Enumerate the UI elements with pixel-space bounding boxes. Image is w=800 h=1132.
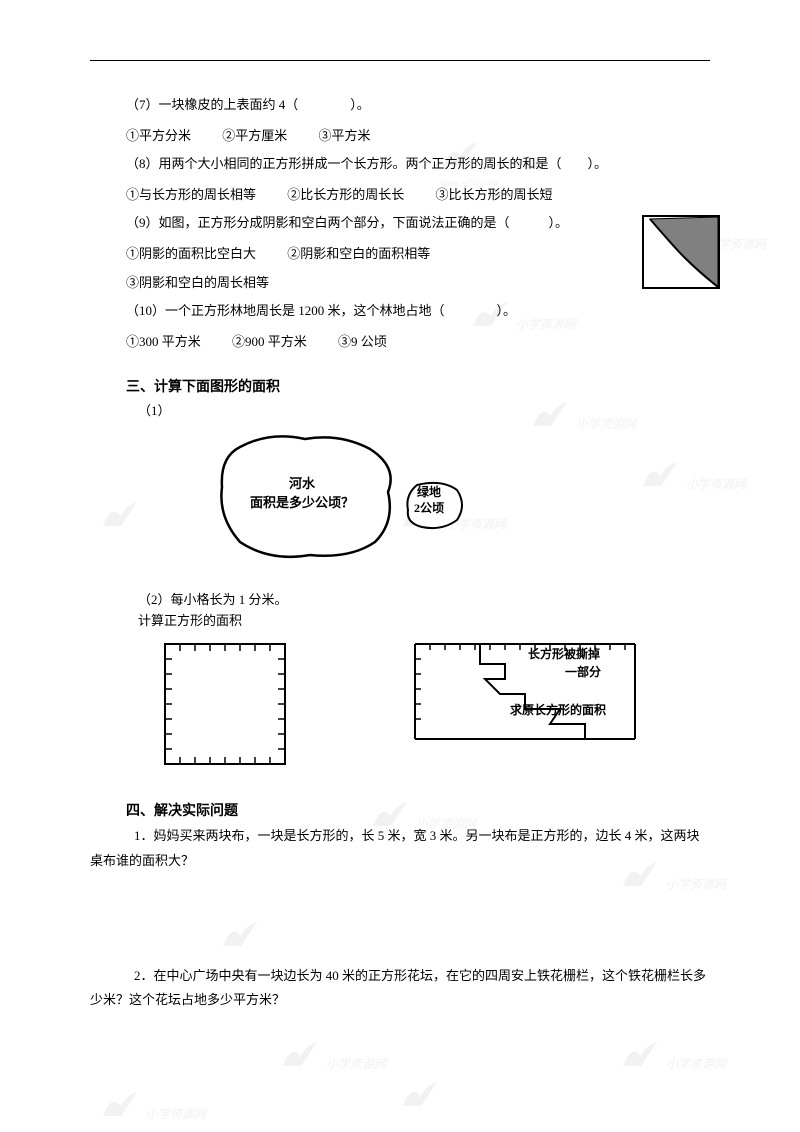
green-line2: 2公顷 [414, 501, 444, 517]
q7-options: ①平方分米 ②平方厘米 ③平方米 [90, 122, 710, 151]
watermark [400, 1080, 442, 1113]
section4-q2: 2．在中心广场中央有一块边长为 40 米的正方形花坛，在它的四周安上铁花栅栏，这… [90, 964, 710, 1013]
q9-opt3: ③阴影和空白的周长相等 [126, 275, 269, 290]
q8-opt1: ①与长方形的周长相等 [126, 187, 256, 202]
q9-block: （9）如图，正方形分成阴影和空白两个部分，下面说法正确的是（ ）。 ①阴影的面积… [90, 209, 710, 297]
q8-opt3: ③比长方形的周长短 [436, 187, 553, 202]
q8-options: ①与长方形的周长相等 ②比长方形的周长长 ③比长方形的周长短 [90, 181, 710, 210]
river-line2: 面积是多少公顷？ [250, 494, 354, 512]
torn-label2: 一部分 [565, 663, 601, 680]
q8-text: （8）用两个大小相同的正方形拼成一个长方形。两个正方形的周长的和是（ ）。 [90, 150, 710, 179]
watermark: 小学资源网 [100, 1090, 206, 1123]
section3-sub2b: 计算正方形的面积 [90, 610, 710, 629]
torn-label3: 求原长方形的面积 [510, 701, 606, 718]
section3-sub2a: （2）每小格长为 1 分米。 [90, 589, 710, 608]
q8-opt2: ②比长方形的周长长 [287, 187, 404, 202]
q7-opt3: ③平方米 [319, 128, 371, 143]
green-line1: 绿地 [414, 485, 444, 501]
q9-opt2: ②阴影和空白的面积相等 [287, 246, 430, 261]
q10-opt2: ②900 平方米 [232, 334, 307, 349]
torn-rect-figure: 长方形被撕掉 一部分 求原长方形的面积 [410, 639, 640, 754]
section3-title: 三、计算下面图形的面积 [90, 376, 710, 396]
q9-figure [642, 215, 720, 289]
q9-opt1: ①阴影的面积比空白大 [126, 246, 256, 261]
q10-text: （10）一个正方形林地周长是 1200 米，这个林地占地（ ）。 [90, 297, 710, 326]
tick-square-figure [160, 639, 290, 774]
q10-opt1: ①300 平方米 [126, 334, 201, 349]
grid-figures: 长方形被撕掉 一部分 求原长方形的面积 [160, 639, 710, 774]
q9-text: （9）如图，正方形分成阴影和空白两个部分，下面说法正确的是（ ）。 [90, 209, 710, 238]
q7-text: （7）一块橡皮的上表面约 4（ ）。 [90, 91, 710, 120]
river-blob-label: 河水 面积是多少公顷？ [250, 475, 354, 511]
section4-title: 四、解决实际问题 [90, 800, 710, 820]
torn-label1: 长方形被撕掉 [528, 645, 600, 662]
q9-options-row2: ③阴影和空白的周长相等 [90, 269, 710, 298]
q10-opt3: ③9 公顷 [338, 334, 387, 349]
section3-sub1: （1） [90, 400, 710, 419]
q7-opt1: ①平方分米 [126, 128, 191, 143]
blob-figure-area: 河水 面积是多少公顷？ 绿地 2公顷 [150, 427, 710, 577]
top-border [90, 60, 710, 61]
green-blob-label: 绿地 2公顷 [414, 485, 444, 516]
q9-options-row1: ①阴影的面积比空白大 ②阴影和空白的面积相等 [90, 240, 710, 269]
q10-options: ①300 平方米 ②900 平方米 ③9 公顷 [90, 328, 710, 357]
page-content: （7）一块橡皮的上表面约 4（ ）。 ①平方分米 ②平方厘米 ③平方米 （8）用… [0, 0, 800, 1053]
q7-opt2: ②平方厘米 [222, 128, 287, 143]
section4-q1: 1．妈妈买来两块布，一块是长方形的，长 5 米，宽 3 米。另一块布是正方形的，… [90, 824, 710, 873]
river-line1: 河水 [250, 475, 354, 493]
